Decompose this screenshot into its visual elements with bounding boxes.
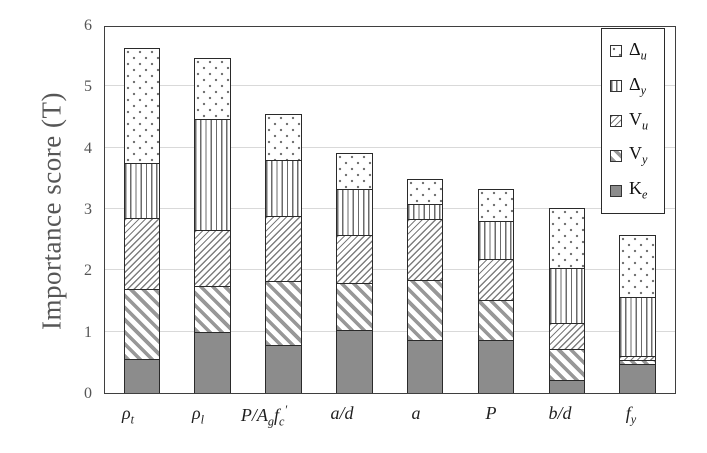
bar-segment (548, 323, 586, 350)
bar-segment (619, 235, 656, 298)
gridline (105, 85, 675, 87)
bar (406, 25, 444, 393)
y-tick-label: 3 (84, 201, 92, 218)
legend-swatch-dots-icon (610, 45, 622, 58)
bar-segment (194, 229, 231, 287)
bar-segment (336, 282, 373, 331)
bar-segment (619, 297, 656, 356)
bar-segment (477, 188, 515, 221)
legend-swatch-solid-icon (610, 184, 622, 197)
bar (619, 25, 656, 393)
legend-item: Δu (610, 39, 664, 64)
plot-area (104, 26, 676, 394)
legend-label: Δy (629, 73, 647, 98)
bar-segment (477, 300, 515, 340)
x-tick-label: ρl (191, 403, 205, 427)
bar-segment (194, 118, 231, 230)
y-tick-label: 0 (84, 385, 92, 402)
gridline (105, 146, 675, 148)
bar-segment (548, 207, 586, 268)
bar-segment (123, 288, 160, 360)
bar (336, 25, 373, 393)
bar-segment (265, 113, 302, 160)
bar (123, 25, 160, 393)
legend-item: Vu (610, 109, 664, 134)
bar-segment (619, 355, 656, 360)
y-tick-label: 6 (84, 17, 92, 34)
legend-item: Ke (610, 178, 664, 203)
legend-label: Δu (629, 39, 647, 63)
x-tick-label: fy (625, 403, 637, 427)
bar (194, 25, 231, 393)
bar-segment (406, 340, 444, 393)
gridline (105, 208, 675, 209)
legend-label: Vy (629, 143, 648, 168)
bar (548, 25, 586, 393)
gridline (105, 269, 675, 271)
x-tick-label: b/d (548, 403, 572, 423)
bar-segment (548, 349, 586, 380)
bar-segment (619, 364, 656, 393)
legend-swatch-vlines-icon (610, 80, 622, 93)
bar-segment (194, 286, 231, 332)
bar-segment (336, 235, 373, 283)
bar (477, 25, 515, 393)
x-tick-label: a (411, 403, 421, 423)
legend-label: Ke (629, 178, 648, 202)
bar-segment (406, 204, 444, 219)
x-tick-label: P (485, 403, 497, 423)
bar-segment (123, 47, 160, 163)
bar-segment (548, 267, 586, 324)
bar-segment (406, 178, 444, 205)
bar-segment (477, 339, 515, 393)
y-tick-label: 4 (84, 139, 92, 157)
legend-label: Vu (629, 108, 649, 133)
bar-segment (548, 379, 586, 393)
bar-segment (123, 218, 160, 289)
bar-segment (265, 345, 302, 393)
bar-segment (265, 280, 302, 346)
x-tick-label: P/Agfc′ (240, 403, 288, 429)
bar-segment (406, 279, 444, 341)
legend-swatch-diag-down-icon (610, 149, 622, 162)
bar-segment (619, 359, 656, 365)
bar-segment (194, 331, 231, 393)
legend-swatch-diag-up-icon (610, 115, 622, 127)
bar-segment (123, 163, 160, 219)
legend: Δu Δy Vu Vy Ke (601, 28, 665, 214)
gridline (105, 330, 675, 332)
bar-segment (265, 216, 302, 281)
bar-segment (477, 220, 515, 260)
bar-segment (336, 188, 373, 236)
bar-segment (477, 259, 515, 301)
x-tick-label: ρt (121, 403, 135, 427)
x-tick-label: a/d (330, 403, 354, 423)
legend-item: Vy (610, 143, 664, 168)
y-tick-label: 1 (84, 323, 92, 341)
legend-item: Δy (610, 74, 664, 99)
bar-segment (123, 359, 160, 393)
bar-segment (406, 218, 444, 280)
bar-segment (336, 153, 373, 189)
bar-segment (194, 57, 231, 119)
y-tick-label: 5 (84, 78, 92, 96)
bar-segment (265, 159, 302, 217)
y-tick-label: 2 (84, 262, 92, 280)
bar-segment (336, 330, 373, 393)
bar (265, 25, 302, 393)
